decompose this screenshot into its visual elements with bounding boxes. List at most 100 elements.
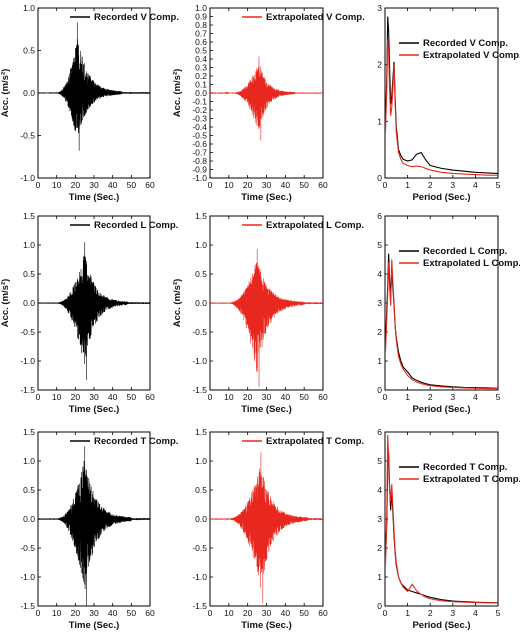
- panel-row2-spectrum: 0 1 2 3 4 5 0 1 2 3 4 5 6 Period (Sec.) Recorded L Com…: [377, 211, 520, 415]
- plot-area: [210, 452, 323, 604]
- y-axis-label: Acc. (m/s²): [0, 69, 11, 118]
- y-tick-label: 3: [377, 514, 382, 524]
- y-tick-label: 0: [377, 385, 382, 395]
- y-tick-label: -0.8: [192, 156, 207, 166]
- y-tick-label: 0.5: [195, 485, 207, 495]
- y-tick-label: 1.5: [23, 427, 35, 437]
- legend-label: Extrapolated V Comp.: [423, 50, 520, 61]
- legend: Extrapolated V Comp.: [242, 12, 365, 23]
- y-tick-label: -0.5: [20, 327, 35, 337]
- plot-area: [210, 249, 323, 388]
- y-tick-label: 0.5: [23, 269, 35, 279]
- x-tick-label: 60: [318, 180, 328, 190]
- x-tick-label: 10: [224, 180, 234, 190]
- y-tick-label: -0.7: [192, 148, 207, 158]
- y-tick-label: 1.0: [195, 456, 207, 466]
- legend-label: Recorded L Comp.: [423, 246, 507, 257]
- y-tick-label: 0.2: [195, 71, 207, 81]
- x-tick-label: 40: [108, 608, 118, 618]
- panel-row3-spectrum: 0 1 2 3 4 5 0 1 2 3 4 5 6 Period (Sec.) Recorded T Com…: [377, 427, 520, 631]
- y-tick-label: 0.8: [195, 20, 207, 30]
- x-axis-label: Period (Sec.): [412, 620, 470, 631]
- x-tick-label: 30: [262, 608, 272, 618]
- y-tick-label: 0.5: [23, 46, 35, 56]
- y-tick-label: 0.5: [195, 46, 207, 56]
- x-tick-label: 50: [127, 392, 137, 402]
- x-tick-label: 10: [52, 608, 62, 618]
- x-axis-label: Time (Sec.): [241, 192, 292, 203]
- plot-area: [38, 22, 150, 151]
- x-tick-label: 20: [243, 608, 253, 618]
- x-tick-label: 10: [52, 180, 62, 190]
- x-tick-label: 3: [450, 392, 455, 402]
- x-tick-label: 4: [473, 608, 478, 618]
- x-tick-label: 1: [405, 180, 410, 190]
- x-tick-label: 1: [405, 392, 410, 402]
- x-tick-label: 50: [299, 392, 309, 402]
- plot-area: [385, 434, 498, 604]
- y-tick-label: -1.0: [192, 572, 207, 582]
- legend: Recorded L Comp.Extrapolated L Comp.: [399, 246, 520, 269]
- legend: Extrapolated L Comp.: [242, 220, 364, 231]
- x-tick-label: 20: [71, 392, 81, 402]
- plot-area: [38, 242, 150, 381]
- y-tick-label: 0.4: [195, 54, 207, 64]
- x-axis-label: Time (Sec.): [241, 404, 292, 415]
- x-axis-label: Time (Sec.): [69, 404, 120, 415]
- y-tick-label: -1.0: [20, 356, 35, 366]
- legend-label: Extrapolated L Comp.: [423, 258, 520, 269]
- x-tick-label: 50: [299, 608, 309, 618]
- y-tick-label: 4: [377, 485, 382, 495]
- panel-row1-extrapolated: 0 10 20 30 40 50 60-1.0-0.9-0.8-0.7-0.6-0.5-0.…: [172, 3, 365, 203]
- x-tick-label: 0: [36, 180, 41, 190]
- y-tick-label: 6: [377, 211, 382, 221]
- series-line-main: [210, 452, 323, 604]
- y-tick-label: 4: [377, 269, 382, 279]
- x-tick-label: 10: [224, 392, 234, 402]
- y-tick-label: 0.0: [195, 514, 207, 524]
- series-line-main: [38, 242, 150, 381]
- y-tick-label: 1: [377, 572, 382, 582]
- y-tick-label: 1.5: [195, 427, 207, 437]
- x-tick-label: 10: [224, 608, 234, 618]
- axes-frame: [384, 431, 499, 607]
- y-tick-label: -0.9: [192, 165, 207, 175]
- y-tick-label: 5: [377, 240, 382, 250]
- y-tick-label: 0.0: [195, 88, 207, 98]
- x-tick-label: 20: [243, 392, 253, 402]
- x-tick-label: 0: [383, 392, 388, 402]
- x-tick-label: 3: [450, 608, 455, 618]
- series-line-main: [38, 446, 150, 606]
- x-tick-label: 5: [496, 180, 501, 190]
- x-tick-label: 5: [496, 392, 501, 402]
- x-tick-label: 60: [145, 608, 155, 618]
- legend: Recorded V Comp.Extrapolated V Comp.: [399, 38, 520, 61]
- x-tick-label: 4: [473, 392, 478, 402]
- x-tick-label: 5: [496, 608, 501, 618]
- panel-row3-recorded: 0 10 20 30 40 50 60 -1.5 -1.0 -0.5 0.0 0.5 1.0 1.5 Tim…: [20, 427, 178, 631]
- x-tick-label: 30: [262, 180, 272, 190]
- x-axis-label: Time (Sec.): [69, 620, 120, 631]
- y-tick-label: 0.1: [195, 80, 207, 90]
- y-tick-label: 1.0: [23, 456, 35, 466]
- y-tick-label: -0.5: [192, 131, 207, 141]
- x-axis-label: Period (Sec.): [412, 404, 470, 415]
- y-tick-label: 1.0: [23, 240, 35, 250]
- x-tick-label: 30: [89, 392, 99, 402]
- y-tick-label: 0.0: [23, 514, 35, 524]
- x-axis-label: Time (Sec.): [241, 620, 292, 631]
- y-tick-label: -0.1: [192, 97, 207, 107]
- panel-row2-extrapolated: 0 10 20 30 40 50 60 -1.5 -1.0 -0.5 0.0 0.5 1.0 1.5 Tim…: [172, 211, 364, 415]
- y-tick-label: 0.5: [195, 269, 207, 279]
- x-tick-label: 60: [318, 608, 328, 618]
- panel-row1-recorded: 0 10 20 30 40 50 60 -1.0 -0.5 0.0 0.5 1.0 Time (Sec.…: [0, 3, 179, 203]
- panel-row2-recorded: 0 10 20 30 40 50 60 -1.5 -1.0 -0.5 0.0 0.5 1.0 1.5 Tim…: [0, 211, 178, 415]
- x-tick-label: 50: [127, 180, 137, 190]
- x-tick-label: 1: [405, 608, 410, 618]
- x-tick-label: 40: [108, 180, 118, 190]
- y-tick-label: 0.7: [195, 29, 207, 39]
- legend-label: Extrapolated T Comp.: [423, 474, 520, 485]
- x-tick-label: 40: [108, 392, 118, 402]
- legend: Extrapolated T Comp.: [242, 436, 364, 447]
- extrapolated-spectrum-line: [385, 259, 498, 390]
